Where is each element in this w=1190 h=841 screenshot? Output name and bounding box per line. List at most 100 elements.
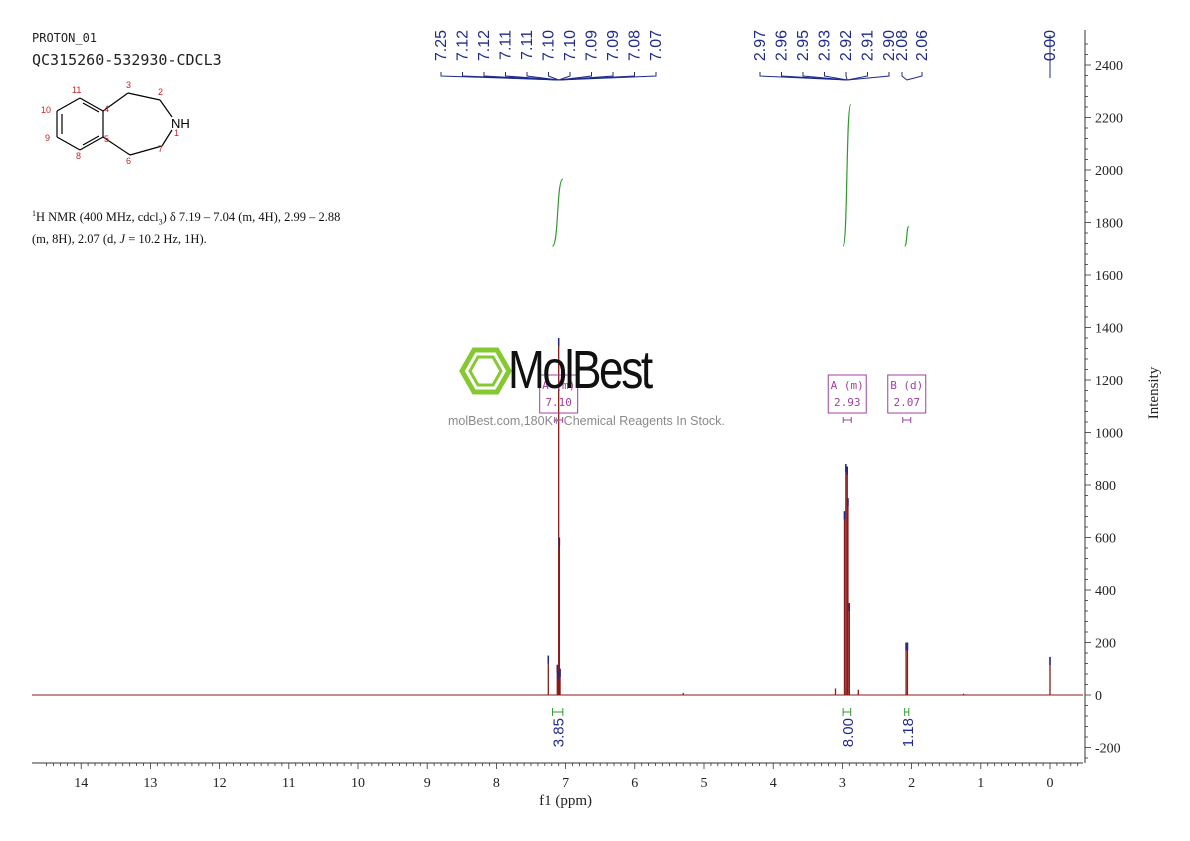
- peak-label: 7.12: [455, 30, 472, 61]
- integral-value: 8.00: [840, 718, 857, 747]
- atom-label: 5: [104, 134, 109, 144]
- x-tick-label: 1: [977, 776, 984, 791]
- multiplet-box: [887, 374, 927, 414]
- peak-label-leader: [781, 72, 848, 81]
- x-tick-label: 0: [1047, 776, 1054, 791]
- atom-label: 6: [126, 156, 131, 166]
- bond: [56, 97, 81, 112]
- peak-label-leader: [558, 72, 657, 81]
- x-tick-label: 3: [839, 776, 846, 791]
- watermark-logo: [459, 347, 512, 395]
- y-tick-label: 1800: [1095, 217, 1123, 232]
- peak-label: 2.92: [838, 30, 855, 61]
- integral-value: 3.85: [551, 718, 568, 747]
- atom-label: 2: [158, 87, 163, 97]
- multiplet-shift: 2.07: [894, 396, 921, 409]
- peak-label-leader: [847, 72, 868, 81]
- nmr-description: 1H NMR (400 MHz, cdcl3) δ 7.19 – 7.04 (m…: [32, 205, 392, 248]
- y-tick-label: 2000: [1095, 164, 1123, 179]
- y-tick-label: 2400: [1095, 59, 1123, 74]
- atom-label: 4: [104, 104, 109, 114]
- peak-label-leader: [901, 72, 908, 81]
- peak-label: 2.97: [752, 30, 769, 61]
- peak-label: 7.25: [433, 30, 450, 61]
- x-axis-title: f1 (ppm): [539, 793, 592, 809]
- y-tick-label: 400: [1095, 584, 1116, 599]
- peak-label-leader: [548, 72, 559, 81]
- peak-labels: 7.25 7.12 7.12 7.11 7.11 7.10 7.10 7.09 7.09 7.08…: [433, 30, 1059, 81]
- y-tick-label: 200: [1095, 637, 1116, 652]
- x-tick-label: 8: [493, 776, 500, 791]
- x-tick-label: 7: [562, 776, 569, 791]
- atom-label: 8: [76, 151, 81, 161]
- nh-label: NH: [171, 116, 190, 131]
- peak-label: 2.93: [817, 30, 834, 61]
- watermark-tagline: molBest.com,180K+ Chemical Reagents In S…: [448, 414, 725, 428]
- peak-label: 7.09: [584, 30, 601, 61]
- hexagon-inner-icon: [468, 355, 503, 387]
- integral-value: 1.18: [900, 718, 917, 747]
- bond: [56, 136, 81, 151]
- atom-label: 7: [158, 144, 163, 154]
- integral-curve: [551, 178, 564, 247]
- multiplet-box: [539, 374, 579, 414]
- description-part2: ) δ 7.19 – 7.04 (m, 4H), 2.99 – 2.88: [162, 210, 341, 225]
- atom-label: 11: [72, 85, 81, 95]
- y-axis-title: Intensity: [1146, 366, 1162, 419]
- chemical-structure: [56, 92, 173, 156]
- peak-label-leader: [483, 72, 559, 81]
- description-superscript: 1: [32, 209, 36, 218]
- y-tick-label: 1600: [1095, 269, 1123, 284]
- peak-label: 7.12: [476, 30, 493, 61]
- peak-label-leader: [845, 72, 848, 81]
- peak-label: 2.06: [914, 30, 931, 61]
- multiplet-label: A (m): [542, 379, 575, 392]
- multiplet-boxes: A (m) 7.10 A (m) 2.93 B (d) 2.07: [539, 374, 927, 423]
- multiplet-label: B (d): [890, 379, 923, 392]
- description-subscript: 3: [158, 217, 163, 227]
- bond: [129, 145, 163, 156]
- peak-label: 7.09: [605, 30, 622, 61]
- peak-label-leader: [824, 72, 848, 81]
- bond-double: [82, 102, 100, 113]
- bond: [102, 92, 129, 112]
- multiplet-box: [827, 374, 867, 414]
- x-tick-label: 6: [631, 776, 638, 791]
- peak-label: 2.08: [894, 30, 911, 61]
- description-line2a: (m, 8H), 2.07 (d,: [32, 231, 120, 246]
- experiment-name: PROTON_01: [32, 31, 98, 45]
- bond: [79, 136, 104, 151]
- peak-label: 7.10: [541, 30, 558, 61]
- peak-label: 7.11: [498, 30, 515, 60]
- watermark-brand: MolBest: [508, 340, 653, 400]
- y-tick-label: 2200: [1095, 112, 1123, 127]
- atom-label: 10: [41, 105, 51, 115]
- x-tick-label: 13: [143, 776, 157, 791]
- integral-curves: 3.85 8.00 1.18: [551, 103, 917, 747]
- bond: [79, 97, 104, 112]
- peak-label-leader: [906, 72, 923, 81]
- peak-label: 7.07: [648, 30, 665, 61]
- peak-label: 2.91: [860, 30, 877, 61]
- integral-curve: [842, 103, 852, 247]
- description-line2b: = 10.2 Hz, 1H).: [125, 231, 207, 246]
- atom-label: 1: [174, 128, 179, 138]
- sample-id: QC315260-532930-CDCL3: [32, 51, 222, 69]
- x-tick-label: 9: [424, 776, 431, 791]
- peak-label: 7.11: [519, 30, 536, 60]
- peak-label: 7.08: [627, 30, 644, 61]
- x-tick-label: 12: [213, 776, 227, 791]
- peak-label: 2.96: [774, 30, 791, 61]
- bond: [102, 136, 131, 156]
- multiplet-shift: 7.10: [545, 396, 572, 409]
- atom-label: 9: [45, 133, 50, 143]
- bond: [159, 99, 173, 118]
- peak-label-leader: [558, 72, 592, 81]
- atom-label: 3: [126, 80, 131, 90]
- y-tick-label: 1400: [1095, 322, 1123, 337]
- hexagon-logo-icon: [459, 347, 512, 395]
- y-tick-label: 1200: [1095, 374, 1123, 389]
- peak-label: 2.95: [795, 30, 812, 61]
- peak-label-leader: [505, 72, 559, 81]
